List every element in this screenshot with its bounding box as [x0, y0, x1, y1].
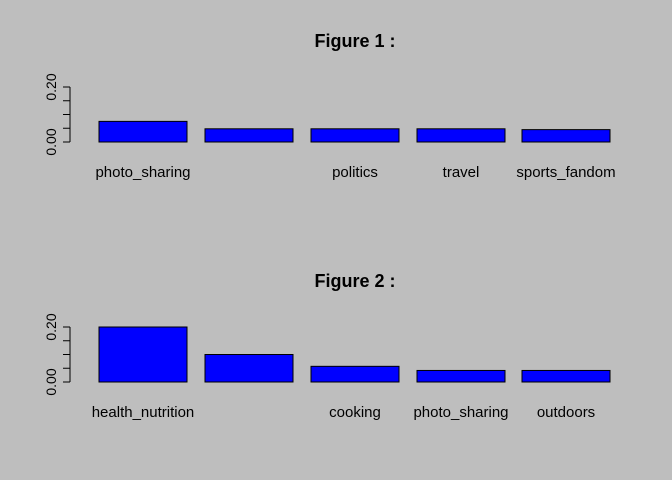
figure-1-bar	[310, 128, 400, 143]
figure-1-category-label: travel	[443, 164, 480, 181]
figure-2-category-label: photo_sharing	[413, 404, 508, 421]
figure-1-y-tick-label: 0.20	[43, 73, 59, 100]
figure-2-bar	[521, 369, 611, 383]
figure-1-category-label: photo_sharing	[95, 164, 190, 181]
figure-1-category-label: politics	[332, 164, 378, 181]
figure-1-bar	[521, 129, 611, 143]
figure-2-title: Figure 2 :	[314, 271, 395, 291]
figure-1-title: Figure 1 :	[314, 31, 395, 51]
figure-1-bar	[416, 128, 506, 143]
figure-2-y-tick-label: 0.20	[43, 313, 59, 340]
figure-2-bar	[310, 365, 400, 383]
figure-2-category-label: outdoors	[537, 404, 595, 421]
figure-2-category-label: health_nutrition	[92, 404, 195, 421]
figure-1-category-label: sports_fandom	[516, 164, 615, 181]
figure-2-bar	[98, 326, 188, 383]
figure-2-bar	[204, 354, 294, 383]
figure-1-bar	[204, 128, 294, 143]
figure-2-bar	[416, 369, 506, 383]
figure-2-category-label: cooking	[329, 404, 381, 421]
figure-1-y-tick-label: 0.00	[43, 128, 59, 155]
figure-2-y-tick-label: 0.00	[43, 368, 59, 395]
figure-1-bar	[98, 120, 188, 143]
